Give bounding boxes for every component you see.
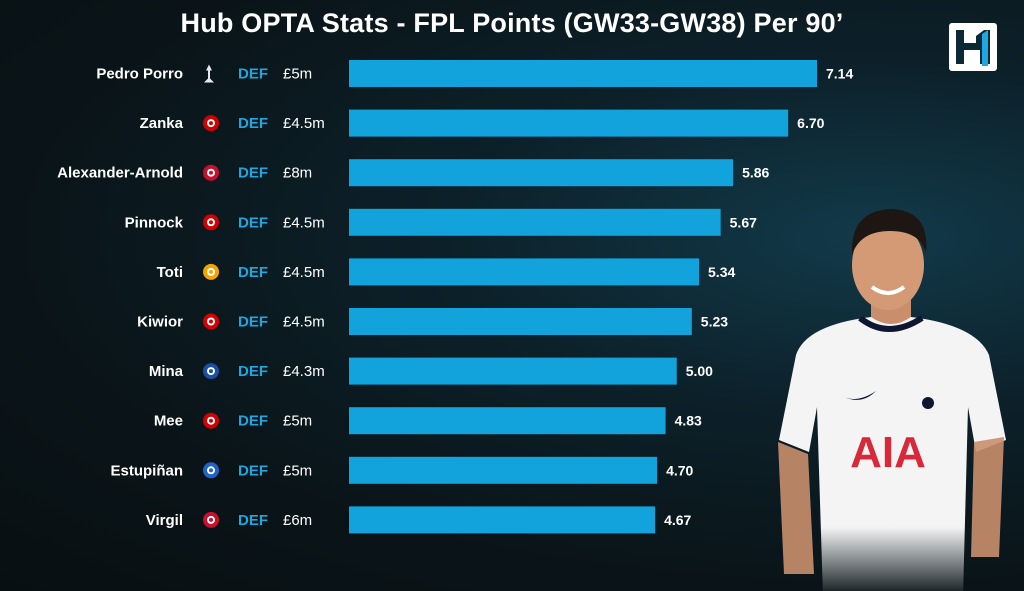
club-badge-icon [203,462,219,479]
value-label: 5.23 [701,314,728,330]
club-badge-icon [203,115,219,132]
shirt-sponsor: AIA [850,428,926,477]
player-name-label: Toti [157,264,183,281]
club-badge-icon [204,64,214,83]
price-label: £4.5m [283,264,325,281]
club-badge-icon [203,412,219,429]
bar [349,308,692,335]
position-label: DEF [238,462,268,479]
position-label: DEF [238,165,268,182]
position-label: DEF [238,314,268,331]
club-badge-icon [203,164,219,181]
player-name-label: Mee [154,413,183,430]
club-badge-icon [203,214,219,231]
value-label: 5.00 [686,363,713,379]
player-name-label: Virgil [146,512,183,529]
club-badge-icon [203,363,219,380]
bar [349,357,677,385]
price-label: £4.5m [283,115,325,132]
value-label: 4.83 [675,413,702,429]
price-label: £5m [283,413,312,430]
price-label: £5m [283,66,312,83]
player-name-label: Kiwior [137,314,183,331]
club-badge-icon [203,313,219,330]
position-label: DEF [238,214,268,231]
value-label: 4.70 [666,462,693,478]
bar [349,456,658,484]
position-label: DEF [238,363,268,380]
player-name-label: Pedro Porro [96,66,183,83]
price-label: £8m [283,165,312,182]
position-label: DEF [238,512,268,529]
position-label: DEF [238,115,268,132]
player-name-label: Pinnock [125,214,184,231]
hub-logo-icon [949,23,997,71]
value-label: 6.70 [797,115,824,131]
club-badge-icon [203,511,219,528]
player-name-label: Mina [149,363,184,380]
value-label: 4.67 [664,512,691,528]
position-label: DEF [238,66,268,83]
bar [349,258,700,286]
value-label: 7.14 [826,66,853,82]
value-label: 5.86 [742,165,769,181]
club-badge-icon [203,263,219,280]
price-label: £4.3m [283,363,325,380]
position-label: DEF [238,264,268,281]
price-label: £6m [283,512,312,529]
player-name-label: Zanka [140,115,184,132]
bar [349,407,666,435]
player-name-label: Alexander-Arnold [57,165,183,182]
bar [349,60,817,87]
chart-title: Hub OPTA Stats - FPL Points (GW33-GW38) … [180,8,844,38]
bar [349,109,789,137]
position-label: DEF [238,413,268,430]
price-label: £5m [283,462,312,479]
value-label: 5.67 [730,214,757,230]
price-label: £4.5m [283,314,325,331]
bar [349,159,734,187]
player-name-label: Estupiñan [110,462,183,479]
price-label: £4.5m [283,214,325,231]
value-label: 5.34 [708,264,735,280]
bar [349,506,656,534]
bar [349,208,721,236]
player-photo: AIA [778,209,1006,591]
